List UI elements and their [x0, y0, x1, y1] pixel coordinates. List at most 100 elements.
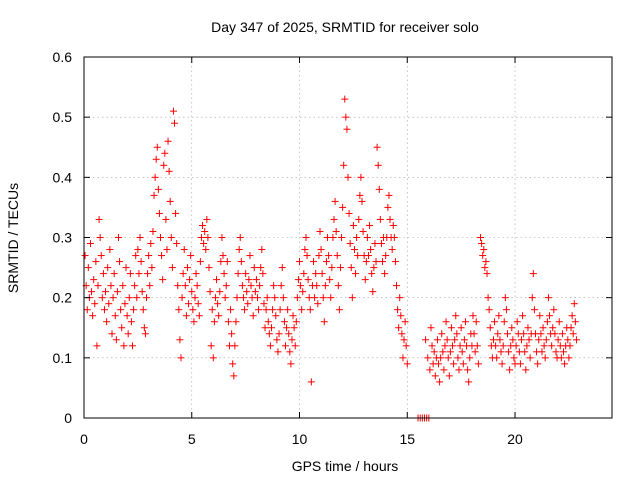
data-point: [333, 252, 341, 260]
data-point: [473, 342, 481, 350]
data-point: [286, 348, 294, 356]
data-point: [228, 330, 236, 338]
data-point: [492, 342, 500, 350]
data-point: [112, 336, 120, 344]
data-point: [194, 300, 202, 308]
data-point: [477, 234, 485, 241]
data-point: [220, 270, 228, 278]
data-point: [540, 342, 548, 350]
data-point: [519, 312, 527, 320]
data-point: [341, 95, 349, 103]
data-point: [546, 312, 554, 320]
data-point: [244, 300, 252, 308]
data-point: [307, 378, 315, 386]
data-point: [251, 288, 259, 296]
data-point: [385, 191, 393, 199]
data-point: [109, 294, 117, 302]
data-point: [361, 276, 369, 284]
data-point: [548, 342, 556, 350]
data-point: [352, 270, 360, 278]
data-points: [81, 95, 580, 422]
data-point: [445, 372, 453, 380]
data-point: [141, 330, 149, 338]
data-point: [390, 234, 398, 241]
data-point: [136, 234, 144, 241]
data-point: [178, 294, 186, 302]
data-point: [454, 354, 462, 362]
data-point: [551, 330, 559, 338]
data-point: [190, 318, 198, 326]
data-point: [534, 360, 542, 368]
data-point: [340, 161, 348, 169]
data-point: [97, 252, 105, 260]
data-point: [326, 276, 334, 284]
data-point: [86, 240, 94, 248]
data-point: [162, 215, 170, 223]
data-point: [238, 282, 246, 290]
data-point: [535, 336, 543, 344]
x-tick-label: 5: [188, 431, 196, 447]
data-point: [510, 354, 518, 362]
data-point: [113, 288, 121, 296]
data-point: [139, 306, 147, 314]
data-point: [485, 306, 493, 314]
data-point: [328, 264, 336, 272]
data-point: [142, 294, 150, 302]
data-point: [165, 167, 173, 175]
data-point: [250, 264, 258, 272]
data-point: [276, 306, 284, 314]
data-point: [431, 372, 439, 380]
x-tick-label: 0: [80, 431, 88, 447]
data-point: [88, 288, 96, 296]
data-point: [130, 306, 138, 314]
data-point: [282, 342, 290, 350]
data-point: [450, 360, 458, 368]
data-point: [202, 246, 210, 254]
data-point: [291, 342, 299, 350]
data-point: [314, 300, 322, 308]
data-point: [274, 348, 282, 356]
y-tick-label: 0.4: [53, 169, 73, 185]
x-tick-label: 20: [507, 431, 523, 447]
data-point: [481, 264, 489, 272]
data-point: [200, 240, 208, 248]
data-point: [137, 258, 145, 266]
data-point: [134, 246, 142, 254]
data-point: [300, 270, 308, 278]
data-point: [526, 354, 534, 362]
data-point: [234, 270, 242, 278]
data-point: [350, 246, 358, 254]
data-point: [105, 300, 113, 308]
data-point: [330, 215, 338, 223]
data-point: [108, 330, 116, 338]
data-point: [311, 294, 319, 302]
data-point: [321, 282, 329, 290]
data-point: [517, 336, 525, 344]
data-point: [364, 252, 372, 260]
data-point: [564, 336, 572, 344]
data-point: [447, 324, 455, 332]
data-point: [493, 354, 501, 362]
data-point: [118, 324, 126, 332]
data-point: [193, 282, 201, 290]
data-point: [218, 234, 226, 241]
data-point: [349, 221, 357, 229]
data-point: [451, 336, 459, 344]
data-point: [205, 264, 213, 272]
data-point: [196, 258, 204, 266]
data-point: [370, 264, 378, 272]
data-point: [116, 258, 124, 266]
data-point: [273, 336, 281, 344]
data-point: [353, 234, 361, 241]
data-point: [81, 252, 89, 260]
data-point: [319, 294, 327, 302]
data-point: [345, 209, 353, 217]
data-point: [435, 360, 443, 368]
data-point: [215, 312, 223, 320]
data-point: [470, 330, 478, 338]
data-point: [439, 348, 447, 356]
data-point: [480, 246, 488, 254]
data-point: [459, 360, 467, 368]
data-point: [334, 282, 342, 290]
